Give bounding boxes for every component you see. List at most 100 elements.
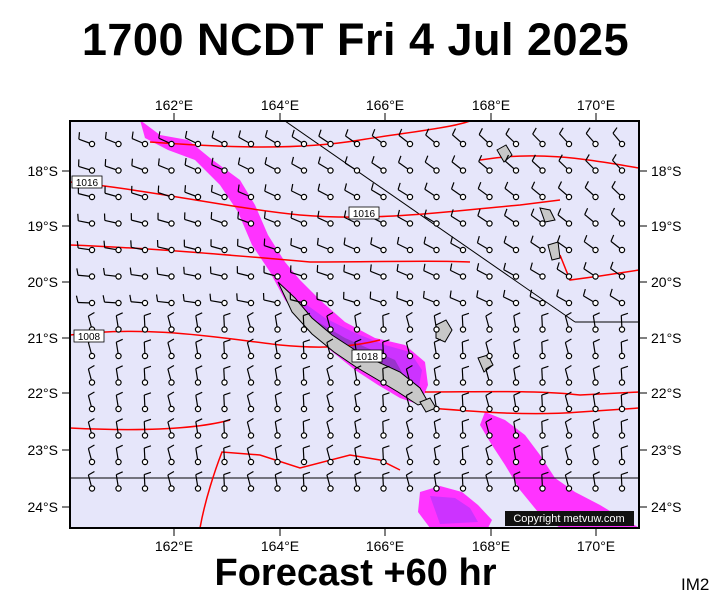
wind-barb — [300, 445, 311, 466]
wind-barb — [397, 182, 414, 201]
wind-barb — [344, 156, 361, 174]
wind-barb — [194, 391, 203, 413]
wind-barb — [246, 470, 255, 492]
wind-barb — [380, 418, 390, 439]
wind-barb — [194, 444, 203, 466]
wind-barb — [194, 338, 203, 360]
wind-barb — [87, 470, 96, 492]
lat-label-22-right: 22°S — [651, 385, 682, 401]
wind-barb — [485, 391, 493, 413]
wind-barb — [194, 418, 203, 439]
wind-barb — [618, 312, 629, 333]
lat-label-23-left: 23°S — [27, 442, 58, 458]
wind-barb — [87, 444, 96, 466]
wind-barb — [211, 157, 228, 174]
wind-barb — [592, 444, 600, 466]
wind-barb — [423, 263, 440, 280]
lat-label-21-left: 21°S — [27, 330, 58, 346]
wind-barb — [194, 471, 203, 492]
longitude-labels-bottom: 162°E 164°E 166°E 168°E 170°E — [155, 538, 615, 554]
lon-label-164-top: 164°E — [261, 97, 299, 113]
wind-barb — [592, 365, 600, 386]
wind-barb — [503, 262, 520, 280]
lon-label-168-top: 168°E — [472, 97, 510, 113]
wind-barb — [558, 154, 573, 174]
wind-barb — [405, 391, 414, 413]
wind-barb — [449, 263, 467, 280]
lat-label-20-right: 20°S — [651, 274, 682, 290]
wind-barb — [503, 208, 520, 227]
wind-barb — [131, 185, 149, 201]
map-background — [70, 121, 639, 528]
wind-barb — [459, 445, 470, 466]
wind-barb — [611, 180, 626, 201]
wind-barb — [530, 208, 546, 227]
latitude-labels-left: 18°S 19°S 20°S 21°S 22°S 23°S 24°S — [27, 163, 58, 515]
wind-barb — [353, 471, 362, 492]
wind-barb — [512, 365, 521, 386]
lon-label-166-top: 166°E — [366, 97, 404, 113]
wind-barb — [316, 237, 334, 254]
wind-barb — [141, 339, 152, 360]
wind-barb — [317, 183, 334, 201]
wind-barb — [264, 157, 281, 174]
wind-barb — [129, 294, 149, 307]
wind-barb — [539, 392, 549, 413]
wind-barb — [353, 418, 362, 439]
wind-barb — [317, 156, 334, 174]
wind-barb — [433, 391, 441, 413]
wind-barb — [422, 290, 440, 307]
wind-barb — [115, 444, 123, 466]
wind-barb — [618, 392, 629, 413]
wind-barb — [529, 262, 546, 280]
wind-barb — [612, 127, 626, 148]
wind-barb — [274, 471, 282, 492]
wind-barb — [610, 234, 626, 254]
isobar-label-1018: 1018 — [356, 352, 379, 363]
wind-barb — [141, 392, 152, 413]
wind-barb — [539, 418, 549, 439]
wind-barb — [210, 239, 228, 254]
wind-barb — [211, 130, 228, 148]
wind-barb — [397, 209, 414, 227]
wind-barb — [167, 338, 175, 360]
wind-barb — [343, 210, 361, 227]
latitude-labels-right: 18°S 19°S 20°S 21°S 22°S 23°S 24°S — [651, 163, 682, 515]
wind-barb — [246, 364, 255, 386]
wind-barb — [274, 391, 282, 413]
lon-label-170-bottom: 170°E — [577, 538, 615, 554]
wind-barb — [326, 338, 334, 360]
wind-barb — [477, 181, 493, 201]
lat-label-19-right: 19°S — [651, 218, 682, 234]
wind-barb — [353, 444, 362, 466]
longitude-ticks — [173, 113, 597, 536]
lon-label-168-bottom: 168°E — [472, 538, 510, 554]
wind-barb — [326, 470, 334, 492]
wind-barb — [237, 157, 255, 174]
wind-barb — [221, 445, 231, 466]
longitude-labels-top: 162°E 164°E 166°E 168°E 170°E — [155, 97, 615, 113]
isobar-label-1016-east: 1016 — [353, 209, 376, 220]
wind-barb — [459, 418, 470, 439]
wind-barb — [76, 268, 96, 280]
wind-barb — [318, 129, 334, 148]
wind-barb — [343, 264, 361, 280]
wind-barb — [512, 418, 521, 439]
wind-barb — [300, 365, 311, 386]
wind-barb — [75, 295, 96, 307]
wind-barb — [477, 208, 493, 227]
wind-barb — [449, 290, 467, 307]
wind-barb — [564, 311, 573, 333]
wind-barb — [485, 470, 493, 492]
wind-barb — [396, 236, 414, 254]
wind-barb — [380, 445, 390, 466]
lon-label-162-top: 162°E — [155, 97, 193, 113]
wind-barb — [290, 265, 308, 280]
wind-barb — [237, 238, 255, 254]
wind-barb — [167, 470, 175, 492]
wind-barb — [564, 417, 573, 439]
wind-barb — [539, 365, 549, 386]
wind-barb — [183, 266, 202, 280]
wind-barb — [353, 365, 362, 386]
wind-barb — [618, 418, 629, 439]
